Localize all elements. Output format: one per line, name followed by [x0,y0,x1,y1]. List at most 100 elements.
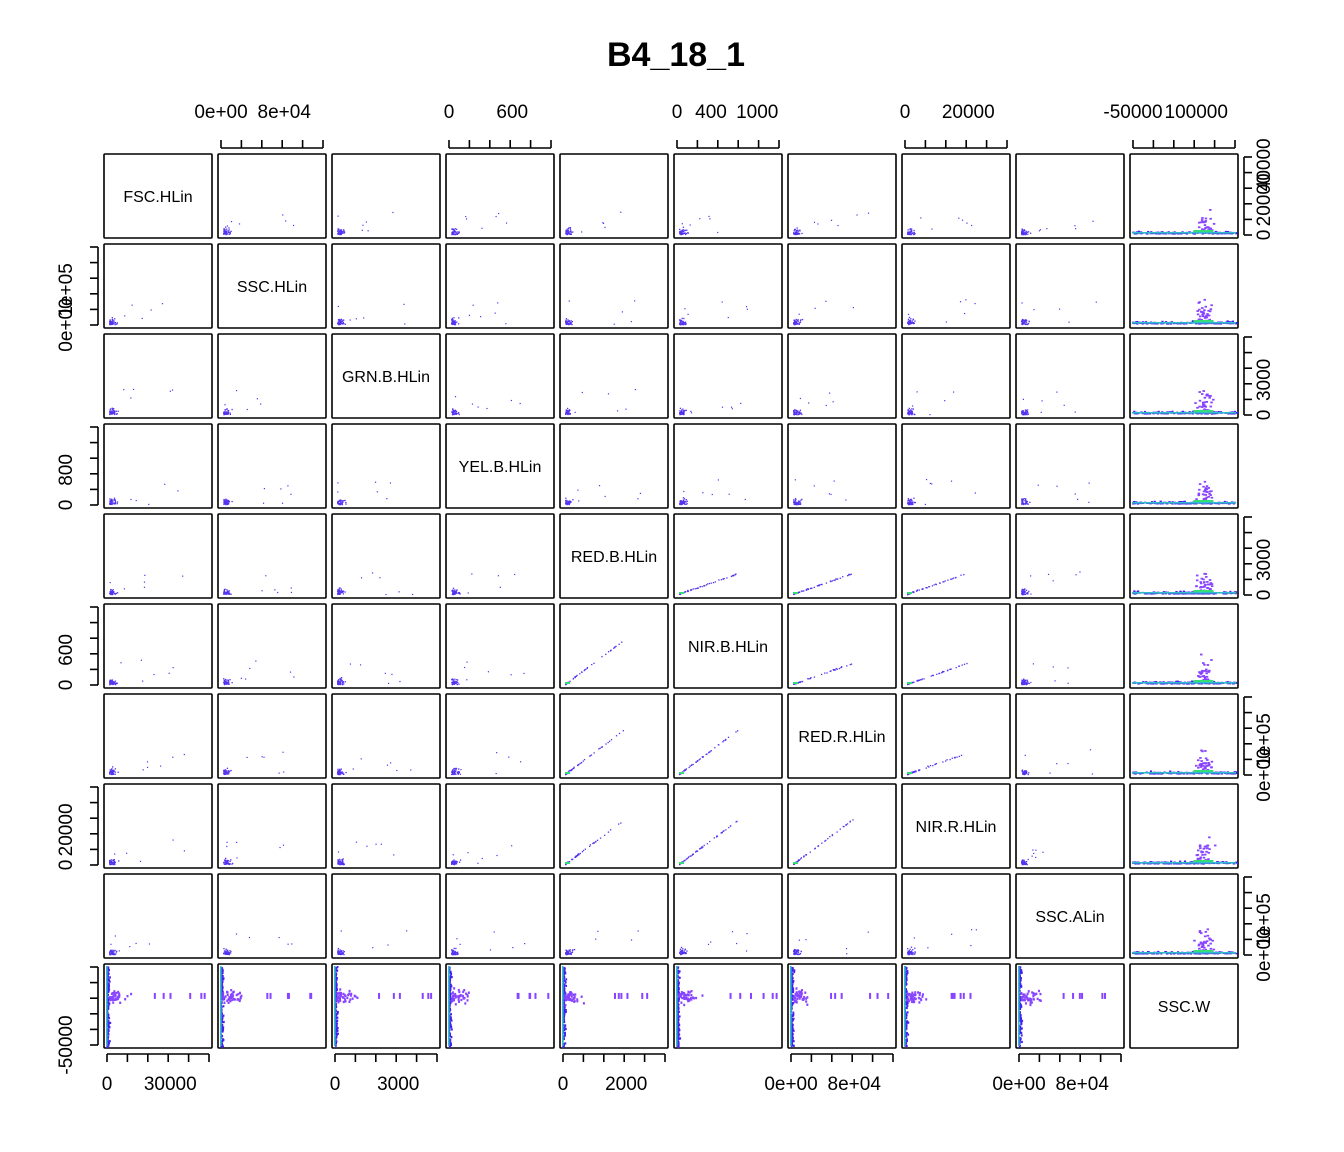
data-point [130,498,132,501]
data-point [111,589,114,592]
density-mark [1160,322,1163,325]
data-point [1022,318,1024,321]
density-mark [1218,682,1221,685]
data-point [1068,321,1070,323]
data-point [801,232,803,235]
data-point [681,320,683,322]
data-point [224,229,226,232]
data-point [387,682,390,685]
data-point [465,218,468,220]
data-point [227,501,229,503]
panel-frame [445,333,555,419]
data-point [573,766,575,768]
data-point [454,678,456,680]
data-point [337,592,340,595]
data-point [342,681,344,683]
data-point [238,223,241,225]
data-point [835,578,837,580]
data-point [688,766,690,769]
panel-yel-b-hlin-vs-nir-r-hlin [901,423,1011,509]
density-mark [1164,321,1168,323]
data-point [566,411,568,413]
density-mark [1204,217,1208,220]
data-point [341,679,343,681]
panel-frame [1129,693,1239,779]
data-point [1023,233,1025,236]
density-mark [1228,502,1231,505]
data-point [343,500,345,502]
data-point [1024,500,1027,502]
data-point [337,680,339,682]
data-point [702,756,705,758]
data-point [111,862,113,864]
data-point [223,230,225,232]
density-mark [1207,309,1210,312]
data-point [589,844,592,846]
data-point [111,591,113,593]
data-point [796,322,798,324]
density-mark [1233,771,1236,773]
data-point [1025,679,1027,681]
data-point [592,842,594,845]
data-point [498,212,500,215]
data-point [376,491,378,493]
data-point [224,860,227,862]
data-point [110,589,112,591]
data-point [569,502,572,504]
density-mark [1196,313,1200,316]
panel-frame [673,333,783,419]
data-point [148,503,150,506]
data-point [567,230,569,232]
data-point [600,746,603,748]
panel-nir-r-hlin-vs-red-r-hlin [787,783,897,869]
panel-red-r-hlin-vs-red-r-hlin: RED.R.HLin [787,693,897,779]
density-mark [1202,497,1206,500]
data-point [685,501,687,503]
data-point [797,411,799,413]
density-mark [1150,231,1153,233]
data-point [808,678,810,680]
data-point [1067,667,1069,669]
data-point [731,575,733,577]
data-point [359,664,362,666]
data-point [337,683,339,685]
data-point [794,228,796,231]
data-point [1030,593,1032,595]
data-point [916,589,919,591]
data-point [683,409,685,412]
data-point [226,500,229,503]
panel-red-r-hlin-vs-nir-r-hlin [901,693,1011,779]
data-point [227,683,229,685]
data-point [570,231,572,233]
data-point [109,582,111,584]
density-mark [1200,318,1203,321]
data-point [907,499,909,502]
data-point [1023,863,1025,865]
data-point [1022,773,1024,775]
data-point [581,231,583,233]
data-point [571,323,573,326]
data-point [115,413,118,415]
data-point [225,502,228,505]
data-point [909,411,911,413]
data-point [607,651,610,653]
density-mark [1192,320,1195,323]
data-point [1028,590,1030,593]
data-point [849,821,851,823]
data-point [607,393,610,395]
data-point [824,672,826,674]
data-point [1021,592,1023,595]
data-point [833,480,835,482]
chart-title: B4_18_1 [606,36,745,74]
density-mark [1226,681,1229,683]
data-point [794,503,796,505]
data-point [925,767,927,769]
data-point [226,679,228,681]
data-point [679,230,682,232]
data-point [907,412,909,414]
panel-frame [331,693,441,779]
data-point [798,233,800,235]
data-point [227,862,229,864]
data-point [224,228,226,230]
data-point [910,499,913,501]
